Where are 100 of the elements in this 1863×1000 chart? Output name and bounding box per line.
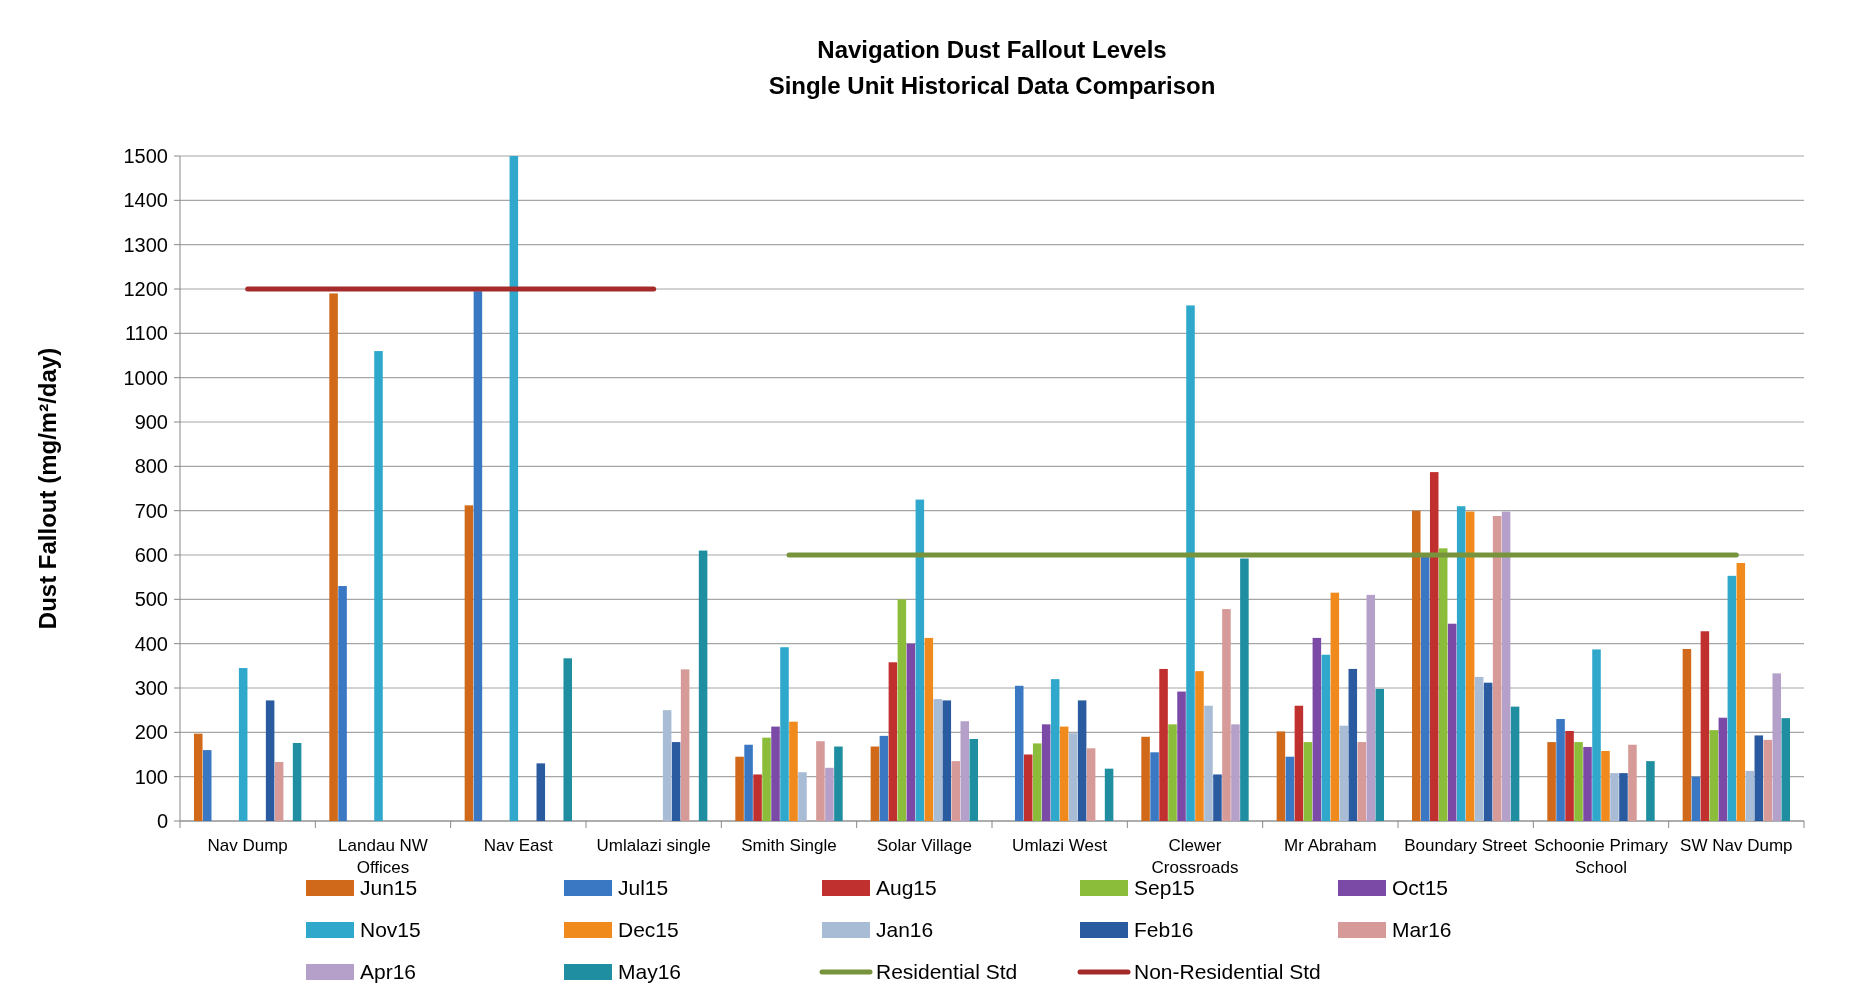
y-tick-label: 1000 xyxy=(123,366,168,389)
bar xyxy=(1709,730,1719,821)
bar xyxy=(834,746,843,821)
bar xyxy=(1222,609,1231,821)
bar xyxy=(1068,733,1078,821)
bar xyxy=(329,293,338,821)
y-tick-label: 700 xyxy=(134,499,168,522)
bar xyxy=(1565,731,1574,821)
bar xyxy=(1041,724,1051,821)
chart-title: Navigation Dust Fallout Levels xyxy=(817,36,1167,63)
bar xyxy=(1077,700,1087,821)
bar xyxy=(1691,776,1701,821)
bar xyxy=(1727,575,1737,821)
bar xyxy=(1501,511,1511,821)
bar xyxy=(798,772,807,821)
bar xyxy=(1682,648,1692,821)
bar xyxy=(274,762,284,821)
bar xyxy=(1050,679,1060,821)
legend-label: Feb16 xyxy=(1134,918,1194,942)
y-tick-label: 1100 xyxy=(124,322,168,345)
bar xyxy=(1294,705,1304,821)
bar xyxy=(1736,562,1746,821)
bar xyxy=(1032,743,1042,821)
bar xyxy=(942,700,952,821)
bar xyxy=(1628,744,1637,821)
legend-label: Jun15 xyxy=(360,876,418,900)
bar xyxy=(897,599,907,821)
bar xyxy=(951,761,961,821)
bar xyxy=(265,700,275,821)
bar xyxy=(662,710,672,821)
bar xyxy=(1646,761,1655,821)
bar xyxy=(1023,754,1033,821)
bar xyxy=(374,351,383,821)
bar xyxy=(753,774,762,821)
bar xyxy=(1195,671,1204,821)
y-tick-label: 100 xyxy=(134,765,168,788)
bar xyxy=(1781,718,1791,821)
bar xyxy=(1492,515,1502,821)
legend-label: Mar16 xyxy=(1392,918,1452,942)
bar xyxy=(888,662,898,821)
bar xyxy=(1321,654,1331,821)
y-tick-label: 1200 xyxy=(123,278,168,300)
bar xyxy=(1366,594,1376,821)
legend-label: Oct15 xyxy=(1392,876,1449,900)
x-tick-label: Clewer Crossroads xyxy=(1151,836,1239,877)
bar xyxy=(1483,682,1493,821)
bar xyxy=(1177,691,1186,821)
bar xyxy=(879,735,889,821)
bar xyxy=(1348,668,1358,821)
x-tick-label: Nav East xyxy=(483,836,554,855)
bar xyxy=(1772,673,1782,821)
x-tick-label: Smith Single xyxy=(741,836,837,855)
bar xyxy=(1510,706,1520,821)
bar xyxy=(1745,770,1755,821)
x-tick-label: Mr Abraham xyxy=(1284,836,1377,855)
x-tick-label: Schoonie Primary School xyxy=(1533,836,1669,877)
bar xyxy=(563,658,573,821)
y-tick-label: 400 xyxy=(134,632,168,655)
x-tick-label: Solar Village xyxy=(876,836,972,855)
x-tick-label: Umlazi West xyxy=(1012,836,1108,855)
legend-label: Aug15 xyxy=(876,876,937,900)
bar xyxy=(1592,649,1601,821)
chart-subtitle: Single Unit Historical Data Comparison xyxy=(768,72,1216,99)
bar xyxy=(1213,774,1222,821)
bar xyxy=(789,721,798,821)
bar xyxy=(1141,736,1150,821)
bar xyxy=(825,767,834,821)
bar xyxy=(1601,750,1610,821)
bar xyxy=(680,669,690,821)
legend-label: Jan16 xyxy=(876,918,934,942)
bar xyxy=(1276,731,1286,821)
bar xyxy=(1547,742,1556,821)
x-tick-label: Boundary Street xyxy=(1404,836,1528,855)
bar xyxy=(969,738,979,821)
y-axis-title: Dust Fallout (mg/m²/day) xyxy=(34,347,61,630)
bar xyxy=(1420,555,1430,821)
bar xyxy=(1610,773,1619,821)
bar xyxy=(915,499,925,821)
bar xyxy=(1465,511,1475,821)
bar xyxy=(1159,668,1168,821)
bar xyxy=(1556,719,1565,821)
bar xyxy=(1014,685,1024,821)
y-tick-label: 200 xyxy=(134,721,168,744)
bar xyxy=(1339,725,1349,821)
bar xyxy=(780,647,789,821)
y-tick-label: 300 xyxy=(134,677,168,699)
legend-label: Jul15 xyxy=(618,876,669,900)
bar xyxy=(1583,746,1592,821)
bar xyxy=(238,668,248,821)
bar xyxy=(1150,752,1159,821)
bar xyxy=(762,737,771,821)
bar xyxy=(816,741,825,821)
y-tick-label: 600 xyxy=(134,544,168,566)
bar xyxy=(1375,688,1385,821)
bar xyxy=(1619,773,1628,821)
x-tick-label: Landau NW Offices xyxy=(338,836,428,877)
bar xyxy=(698,550,708,821)
x-tick-label: Umlalazi single xyxy=(596,836,711,855)
bar xyxy=(1086,748,1096,821)
bar xyxy=(960,721,970,821)
